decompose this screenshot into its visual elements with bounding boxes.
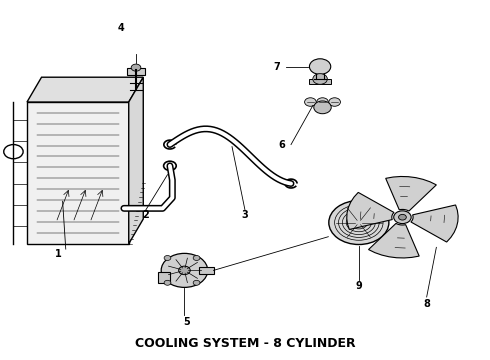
Circle shape: [398, 215, 406, 220]
Bar: [199, 267, 214, 274]
Circle shape: [329, 98, 341, 106]
Text: 5: 5: [183, 317, 190, 327]
Circle shape: [131, 64, 141, 71]
Circle shape: [394, 211, 411, 224]
Polygon shape: [386, 176, 437, 211]
Circle shape: [309, 59, 331, 75]
Circle shape: [313, 74, 327, 84]
Circle shape: [161, 253, 208, 287]
Polygon shape: [368, 224, 419, 258]
Polygon shape: [27, 102, 129, 244]
Text: 3: 3: [242, 211, 248, 220]
Circle shape: [314, 101, 331, 114]
Circle shape: [329, 201, 389, 244]
Text: 7: 7: [273, 62, 280, 72]
Circle shape: [164, 256, 171, 260]
Circle shape: [193, 256, 200, 260]
Bar: [309, 79, 331, 84]
Polygon shape: [27, 77, 143, 102]
Bar: [158, 272, 170, 283]
Circle shape: [317, 98, 328, 106]
Circle shape: [179, 266, 190, 275]
Text: 9: 9: [355, 281, 362, 291]
Polygon shape: [347, 192, 394, 229]
Polygon shape: [129, 77, 143, 244]
Text: 4: 4: [118, 23, 125, 33]
Polygon shape: [411, 205, 458, 242]
Text: 8: 8: [423, 299, 430, 309]
Bar: [127, 68, 145, 76]
Circle shape: [164, 280, 171, 285]
Circle shape: [305, 98, 316, 106]
Text: COOLING SYSTEM - 8 CYLINDER: COOLING SYSTEM - 8 CYLINDER: [135, 337, 355, 350]
Text: 1: 1: [55, 249, 62, 260]
Circle shape: [193, 280, 200, 285]
Text: 6: 6: [278, 140, 285, 149]
Circle shape: [355, 220, 362, 225]
Text: 2: 2: [142, 211, 149, 220]
